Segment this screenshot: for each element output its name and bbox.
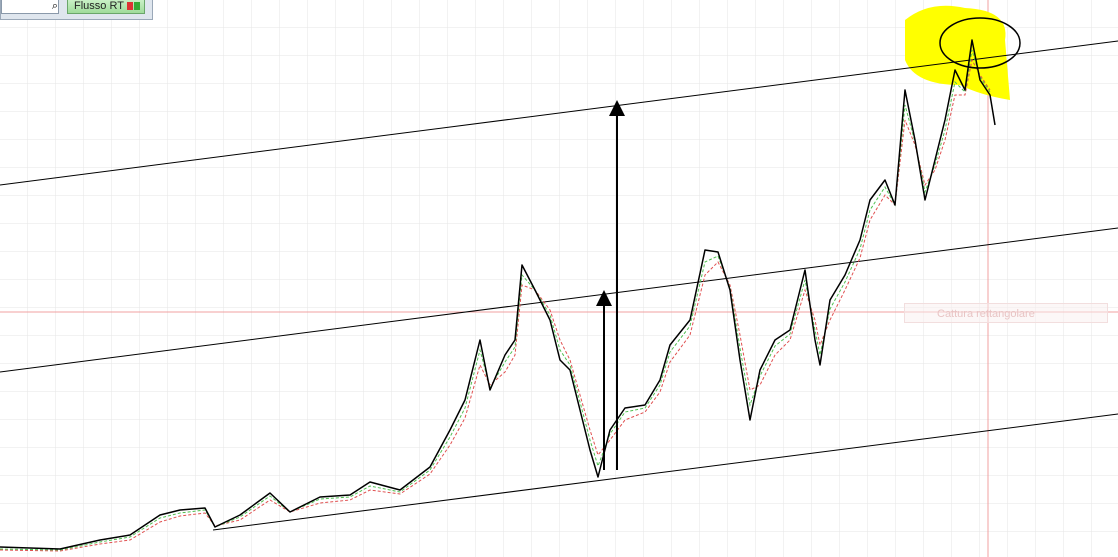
channel-mid <box>0 227 1118 373</box>
search-box[interactable]: ⌕ <box>1 0 59 14</box>
highlight <box>905 5 1010 100</box>
price <box>0 39 996 550</box>
button-label: Flusso RT <box>74 0 124 12</box>
channel-top <box>0 40 1118 186</box>
overlay-label: Cattura rettangolare <box>937 308 1035 320</box>
moving-average <box>0 58 991 552</box>
capture-overlay[interactable]: Cattura rettangolare <box>904 303 1108 323</box>
stream-button[interactable]: Flusso RT <box>67 0 145 14</box>
toolbar: ⌕ Flusso RT <box>0 0 153 20</box>
channel-bottom <box>212 413 1118 531</box>
circle-annotation <box>939 17 1021 69</box>
